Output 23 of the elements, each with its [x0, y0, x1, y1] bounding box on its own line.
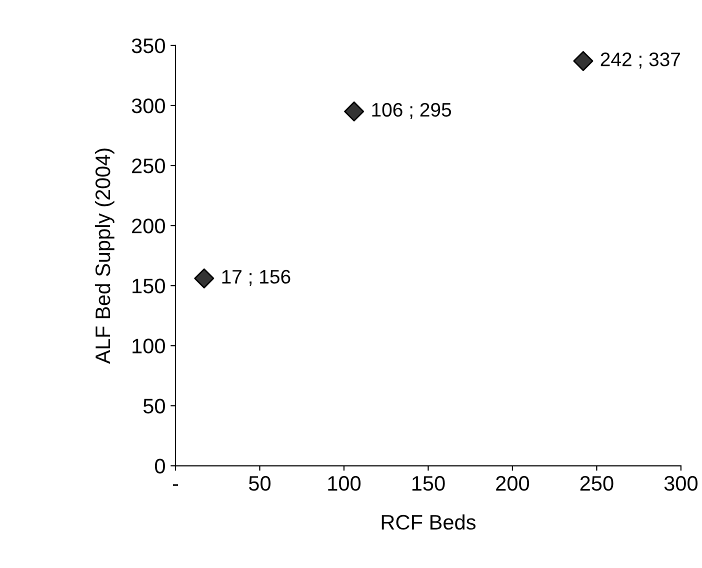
- point: [573, 51, 594, 72]
- x-tick-label: -: [172, 484, 178, 486]
- point: [194, 268, 214, 288]
- data-label: 17 ; 156: [222, 270, 290, 286]
- point: [344, 101, 364, 122]
- y-tick-label: 300: [132, 98, 165, 114]
- y-tick-label: 350: [132, 38, 165, 54]
- x-tick-label: 50: [248, 476, 271, 491]
- y-tick-label: 50: [143, 398, 165, 414]
- y-tick-label: 250: [132, 158, 165, 174]
- x-tick-label: 150: [412, 476, 445, 491]
- y-axis-title: ALF Bed Supply (2004): [94, 148, 114, 364]
- y-tick-label: 0: [155, 458, 165, 474]
- y-tick-label: 100: [132, 338, 165, 354]
- data-label: 106 ; 295: [372, 102, 452, 120]
- data-label: 242 ; 337: [600, 52, 680, 69]
- x-tick-label: 100: [328, 476, 361, 491]
- x-tick-label: 300: [664, 476, 698, 491]
- x-axis-title: RCF Beds: [382, 514, 476, 530]
- y-tick-label: 150: [132, 278, 165, 294]
- y-tick-label: 200: [132, 218, 165, 234]
- x-tick-label: 250: [580, 476, 614, 491]
- x-tick-label: 200: [496, 476, 530, 491]
